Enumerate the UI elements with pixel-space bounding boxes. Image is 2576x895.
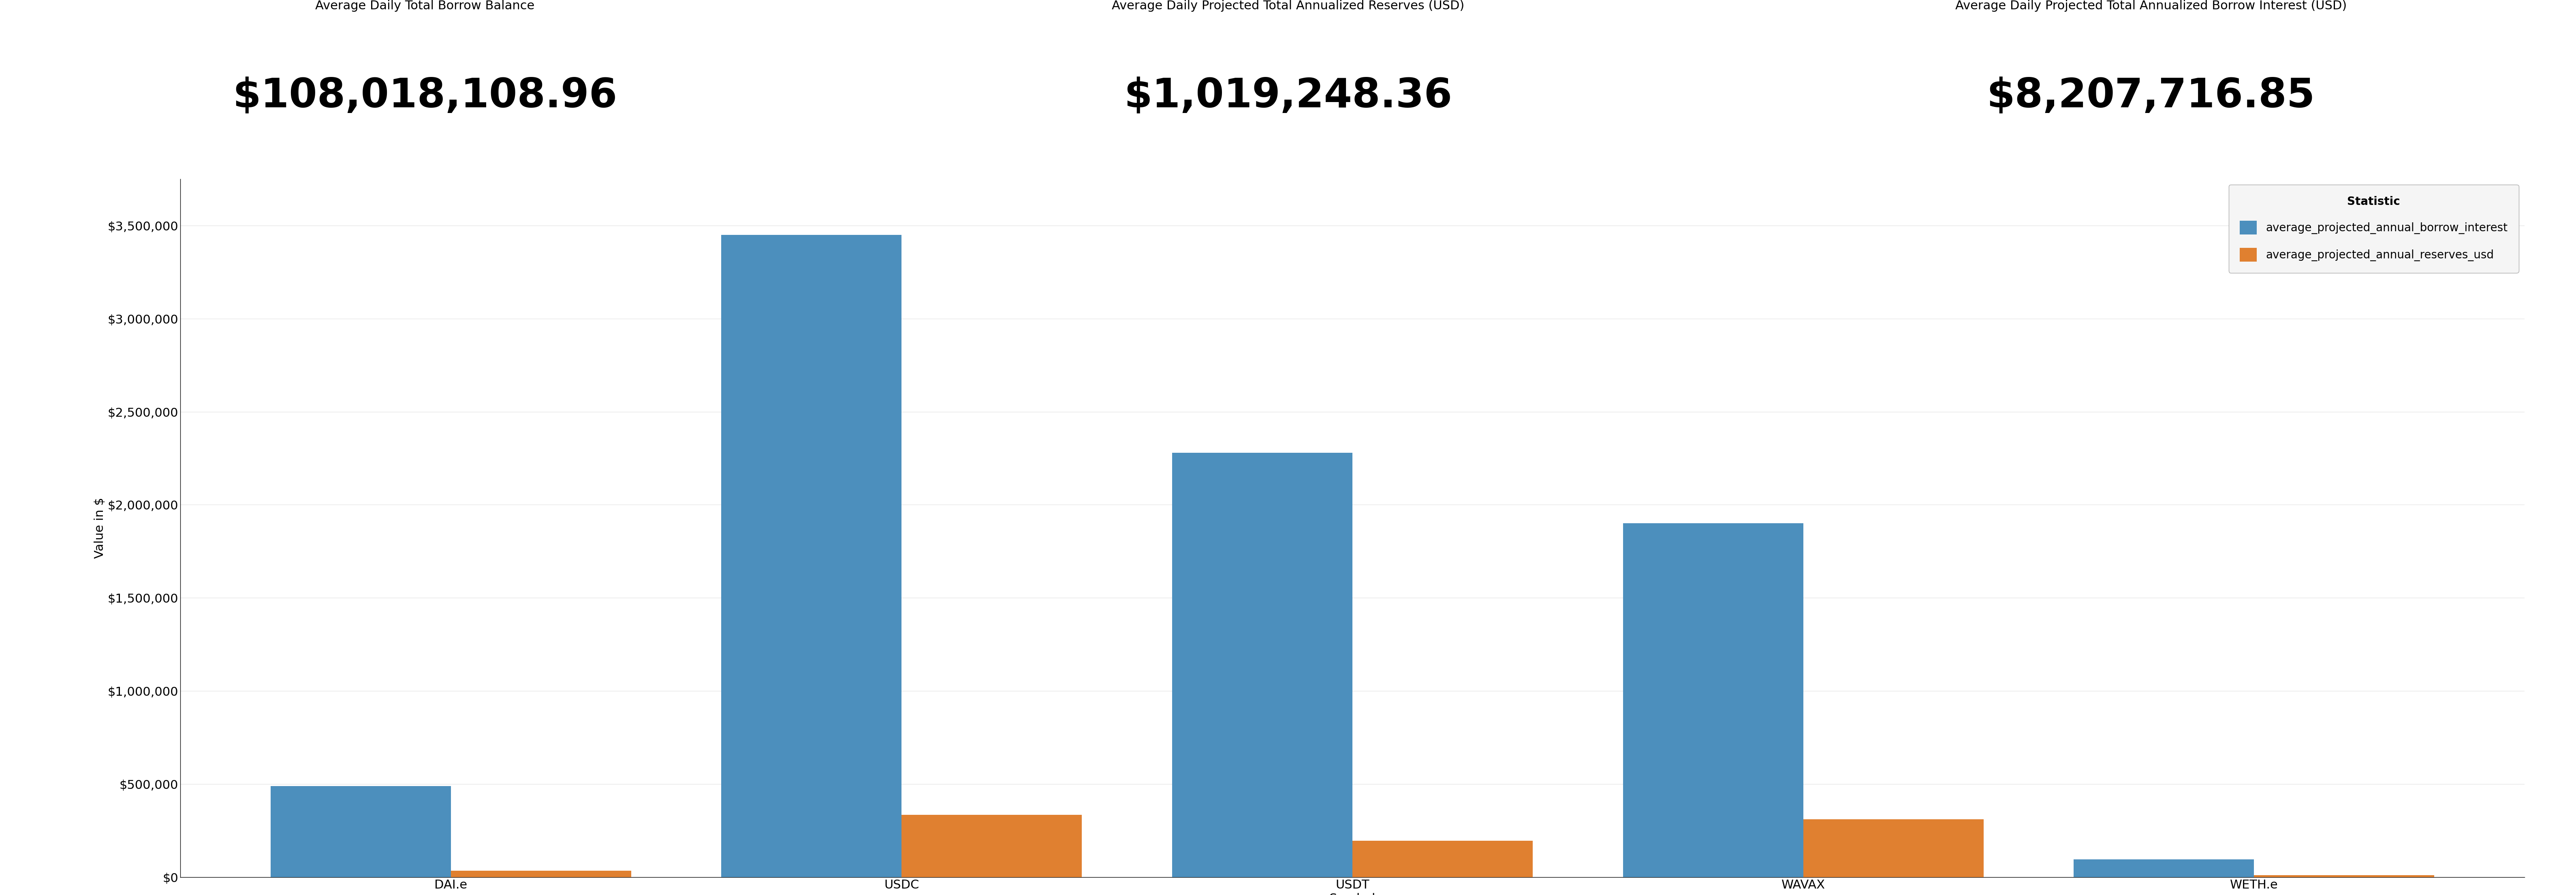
Bar xyxy=(451,871,631,877)
Bar xyxy=(1803,820,1984,877)
Text: $1,019,248.36: $1,019,248.36 xyxy=(1123,76,1453,115)
X-axis label: Symbol: Symbol xyxy=(1329,893,1376,895)
Text: $108,018,108.96: $108,018,108.96 xyxy=(232,76,618,115)
Bar xyxy=(1172,453,1352,877)
Bar xyxy=(721,234,902,877)
Y-axis label: Value in $: Value in $ xyxy=(93,498,106,558)
Bar xyxy=(270,786,451,877)
Text: Average Daily Total Borrow Balance: Average Daily Total Borrow Balance xyxy=(314,0,536,12)
Bar xyxy=(2074,859,2254,877)
Text: Average Daily Projected Total Annualized Reserves (USD): Average Daily Projected Total Annualized… xyxy=(1113,0,1463,12)
Text: Average Daily Projected Total Annualized Borrow Interest (USD): Average Daily Projected Total Annualized… xyxy=(1955,0,2347,12)
Bar xyxy=(1623,524,1803,877)
Bar xyxy=(2254,875,2434,877)
Bar xyxy=(902,814,1082,877)
Text: $8,207,716.85: $8,207,716.85 xyxy=(1986,76,2316,115)
Bar xyxy=(1352,840,1533,877)
Legend: average_projected_annual_borrow_interest, average_projected_annual_reserves_usd: average_projected_annual_borrow_interest… xyxy=(2228,184,2519,273)
